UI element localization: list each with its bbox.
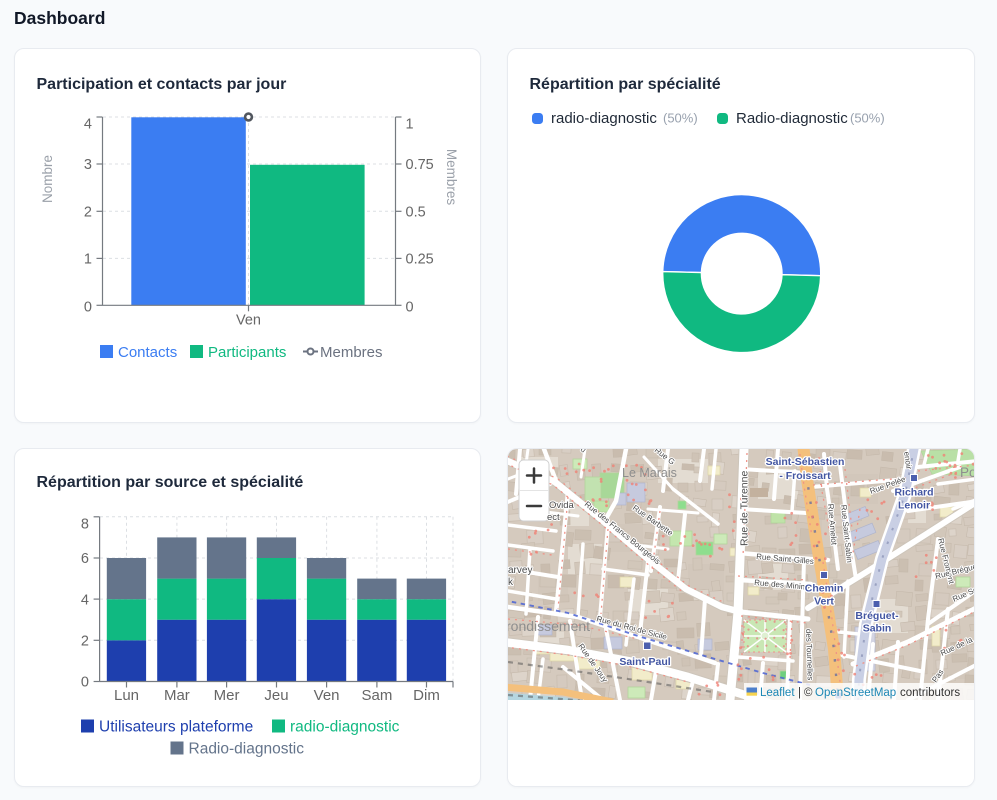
svg-text:Mar: Mar	[164, 687, 190, 704]
svg-text:0: 0	[406, 299, 414, 315]
svg-text:Nombre: Nombre	[40, 155, 55, 203]
svg-text:Leaflet: Leaflet	[760, 687, 795, 699]
svg-text:(50%): (50%)	[850, 111, 885, 126]
svg-text:Ven: Ven	[236, 313, 261, 329]
svg-text:Ovida: Ovida	[549, 500, 575, 511]
svg-text:Membres: Membres	[320, 344, 383, 361]
svg-text:Richard: Richard	[894, 487, 933, 499]
svg-text:Mer: Mer	[214, 687, 240, 704]
svg-text:4: 4	[81, 592, 89, 608]
svg-text:1: 1	[406, 117, 414, 133]
svg-text:OpenStreetMap: OpenStreetMap	[815, 687, 896, 699]
svg-text:Membres: Membres	[444, 149, 459, 206]
svg-text:0.75: 0.75	[406, 157, 434, 173]
svg-text:Sam: Sam	[361, 687, 392, 704]
svg-text:k: k	[508, 577, 514, 588]
svg-text:2: 2	[84, 204, 92, 220]
svg-text:radio-diagnostic: radio-diagnostic	[551, 110, 657, 127]
svg-text:6: 6	[81, 551, 89, 567]
svg-text:2: 2	[81, 634, 89, 650]
svg-text:0.25: 0.25	[406, 251, 434, 267]
svg-text:Saint-Paul: Saint-Paul	[619, 656, 670, 668]
svg-text:|: |	[798, 687, 801, 699]
svg-text:arvey: arvey	[508, 565, 532, 576]
svg-text:Jeu: Jeu	[264, 687, 288, 704]
svg-text:contributors: contributors	[900, 687, 960, 699]
svg-text:des Tournelles: des Tournelles	[804, 629, 815, 681]
svg-text:Ven: Ven	[314, 687, 340, 704]
svg-text:ect: ect	[547, 512, 560, 523]
svg-text:- Froissart: - Froissart	[779, 470, 831, 482]
svg-text:(50%): (50%)	[663, 111, 698, 126]
svg-text:4: 4	[84, 117, 92, 133]
svg-text:Utilisateurs plateforme: Utilisateurs plateforme	[99, 719, 253, 736]
svg-text:Dim: Dim	[413, 687, 440, 704]
svg-text:Radio-diagnostic: Radio-diagnostic	[189, 741, 305, 758]
svg-text:Contacts: Contacts	[118, 344, 177, 361]
svg-text:0: 0	[81, 675, 89, 691]
svg-text:0: 0	[84, 299, 92, 315]
svg-text:Chemin: Chemin	[805, 583, 844, 595]
svg-text:©: ©	[804, 687, 813, 699]
svg-text:Po: Po	[960, 465, 975, 480]
svg-text:Participants: Participants	[208, 344, 286, 361]
svg-text:3: 3	[84, 157, 92, 173]
svg-text:Saint-Sébastien: Saint-Sébastien	[766, 456, 845, 468]
svg-text:8: 8	[81, 517, 89, 533]
svg-text:Lun: Lun	[114, 687, 139, 704]
svg-text:Le Marais: Le Marais	[622, 466, 677, 480]
svg-text:Lenoir: Lenoir	[898, 500, 930, 512]
svg-text:Vert: Vert	[814, 596, 834, 608]
svg-text:u: u	[579, 449, 588, 454]
svg-text:Radio-diagnostic: Radio-diagnostic	[736, 110, 848, 127]
svg-text:Sabin: Sabin	[863, 623, 892, 635]
svg-text:1: 1	[84, 251, 92, 267]
svg-text:Rue de Turenne: Rue de Turenne	[739, 471, 751, 546]
svg-text:rondissement: rondissement	[508, 618, 590, 634]
svg-text:Bréguet-: Bréguet-	[855, 610, 899, 622]
svg-text:0.5: 0.5	[406, 204, 426, 220]
svg-text:radio-diagnostic: radio-diagnostic	[290, 719, 400, 736]
svg-text:enoir: enoir	[902, 451, 913, 470]
